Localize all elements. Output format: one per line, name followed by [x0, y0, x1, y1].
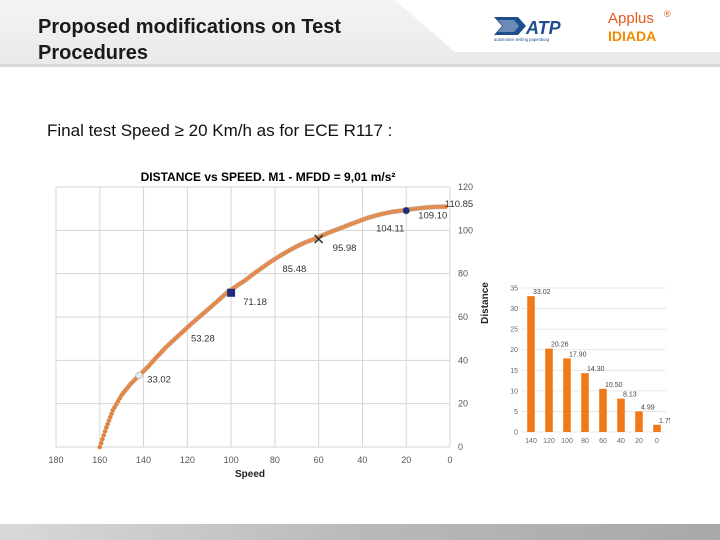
bar-chart-y-tick-label: 25 — [510, 327, 518, 334]
atp-logo-arrow-icon — [494, 17, 526, 35]
main-chart-data-label: 109.10 — [418, 211, 447, 222]
applus-logo-text: Applus — [608, 10, 654, 27]
atp-logo-text: ATP — [525, 18, 562, 38]
main-chart-y-tick-label: 100 — [458, 225, 473, 235]
main-chart-y-label: Distance — [480, 282, 491, 324]
bar-chart-y-tick-label: 30 — [510, 306, 518, 313]
main-chart-marker-square — [227, 288, 236, 297]
slide-footer-bar — [0, 524, 720, 540]
bar-chart-value-label: 14.30 — [587, 366, 605, 373]
main-chart-y-ticks: 0 20 40 60 80 100 120 — [458, 182, 473, 452]
main-chart-y-tick-label: 40 — [458, 355, 468, 365]
main-chart-data-label: 85.48 — [283, 264, 307, 275]
bar-chart-bar — [599, 388, 607, 432]
main-chart-marker-dot — [135, 371, 143, 380]
main-chart-x-label: Speed — [235, 469, 265, 480]
bar-chart-value-label: 20.26 — [551, 342, 569, 349]
main-chart-x-tick-label: 20 — [401, 455, 411, 465]
slide-title-line2: Procedures — [38, 42, 149, 64]
bar-chart-y-ticks: 0 5 10 15 20 25 30 35 — [510, 286, 518, 437]
main-chart-data-points — [97, 204, 449, 450]
bar-chart-y-tick-label: 15 — [510, 368, 518, 375]
bar-chart-value-label: 10.50 — [605, 382, 623, 389]
main-chart-x-tick-label: 80 — [270, 455, 280, 465]
atp-logo-arrow-highlight — [498, 20, 519, 32]
main-chart-data-label: 33.02 — [147, 374, 171, 385]
bar-chart-y-tick-label: 5 — [514, 409, 518, 416]
main-chart-markers — [135, 206, 410, 380]
slide-subtitle: Final test Speed ≥ 20 Km/h as for ECE R1… — [47, 121, 393, 140]
atp-logo: ATP automotive testing papenburg — [494, 17, 562, 42]
bar-chart-category-label: 20 — [635, 438, 643, 445]
bar-chart-value-label: 17.90 — [569, 351, 587, 358]
bar-chart-y-tick-label: 35 — [510, 286, 518, 293]
slide-title: Proposed modifications on Test Procedure… — [38, 14, 398, 66]
main-chart-y-tick-label: 0 — [458, 442, 463, 452]
main-chart-x-tick-label: 180 — [48, 455, 63, 465]
bar-chart-bar — [653, 424, 661, 432]
main-chart-x-ticks: 180 160 140 120 100 80 60 40 20 0 — [48, 455, 452, 465]
main-chart-data-label: 53.28 — [191, 334, 215, 345]
applus-idiada-logo: Applus ® IDIADA — [608, 9, 671, 44]
main-chart-y-tick-label: 20 — [458, 399, 468, 409]
main-chart-title: DISTANCE vs SPEED. M1 - MFDD = 9,01 m/s² — [141, 170, 396, 184]
bar-chart-y-tick-label: 0 — [514, 430, 518, 437]
bar-chart-category-label: 140 — [525, 438, 537, 445]
main-chart-y-tick-label: 120 — [458, 182, 473, 192]
bar-chart-category-label: 40 — [617, 438, 625, 445]
main-chart-x-tick-label: 140 — [136, 455, 151, 465]
bar-chart-y-tick-label: 20 — [510, 347, 518, 354]
main-chart-x-tick-label: 100 — [224, 455, 239, 465]
idiada-logo-text: IDIADA — [608, 28, 656, 44]
distance-vs-speed-chart: DISTANCE vs SPEED. M1 - MFDD = 9,01 m/s²… — [48, 170, 491, 480]
main-chart-data-label: 110.85 — [445, 199, 473, 210]
main-chart-data-point — [443, 204, 449, 210]
bar-chart-value-label: 4.99 — [641, 404, 655, 411]
bar-chart-value-label: 8.13 — [623, 392, 637, 399]
main-chart-data-label: 95.98 — [333, 243, 357, 254]
main-chart-y-tick-label: 60 — [458, 312, 468, 322]
main-chart-annotations: 33.02 53.28 71.18 85.48 95.98 104.11 109.10110… — [147, 199, 473, 386]
bar-chart-category-label: 0 — [655, 438, 659, 445]
header-fold-shape — [395, 0, 455, 52]
header-logo-area — [455, 0, 720, 52]
bar-chart-category-label: 120 — [543, 438, 555, 445]
main-chart-x-tick-label: 160 — [92, 455, 107, 465]
main-chart-marker-cross — [314, 234, 324, 244]
main-chart-x-tick-label: 40 — [357, 455, 367, 465]
bar-chart-value-label: 33.02 — [533, 289, 551, 296]
bar-chart-x-ticks: 140 120 100 80 60 40 20 0 — [525, 438, 659, 445]
bar-chart-bar — [545, 348, 553, 432]
bar-chart-category-label: 80 — [581, 438, 589, 445]
bar-chart-y-tick-label: 10 — [510, 388, 518, 395]
bar-chart-bar — [563, 358, 571, 432]
main-chart-grid — [55, 186, 451, 448]
bar-chart-value-label: 1.75 — [659, 418, 670, 425]
main-chart-data-label: 104.11 — [376, 223, 404, 234]
main-chart-y-tick-label: 80 — [458, 269, 468, 279]
bar-chart-category-label: 60 — [599, 438, 607, 445]
main-chart-marker-dot — [402, 206, 410, 215]
atp-logo-tagline: automotive testing papenburg — [494, 37, 550, 42]
main-chart-x-tick-label: 120 — [180, 455, 195, 465]
applus-registered-mark: ® — [664, 9, 671, 19]
main-chart-data-label: 71.18 — [243, 297, 267, 308]
bar-chart-bar — [527, 296, 535, 432]
bar-chart-bars — [527, 296, 661, 432]
bar-chart-bar — [581, 373, 589, 432]
slide-header: Proposed modifications on Test Procedure… — [0, 0, 720, 67]
bar-chart-category-label: 100 — [561, 438, 573, 445]
main-chart-x-tick-label: 60 — [314, 455, 324, 465]
main-chart-x-tick-label: 0 — [447, 455, 452, 465]
slide-title-line1: Proposed modifications on Test — [38, 16, 341, 38]
bar-chart-bar — [617, 398, 625, 432]
header-bottom-strip — [0, 64, 720, 67]
bar-chart-bar — [635, 411, 643, 432]
